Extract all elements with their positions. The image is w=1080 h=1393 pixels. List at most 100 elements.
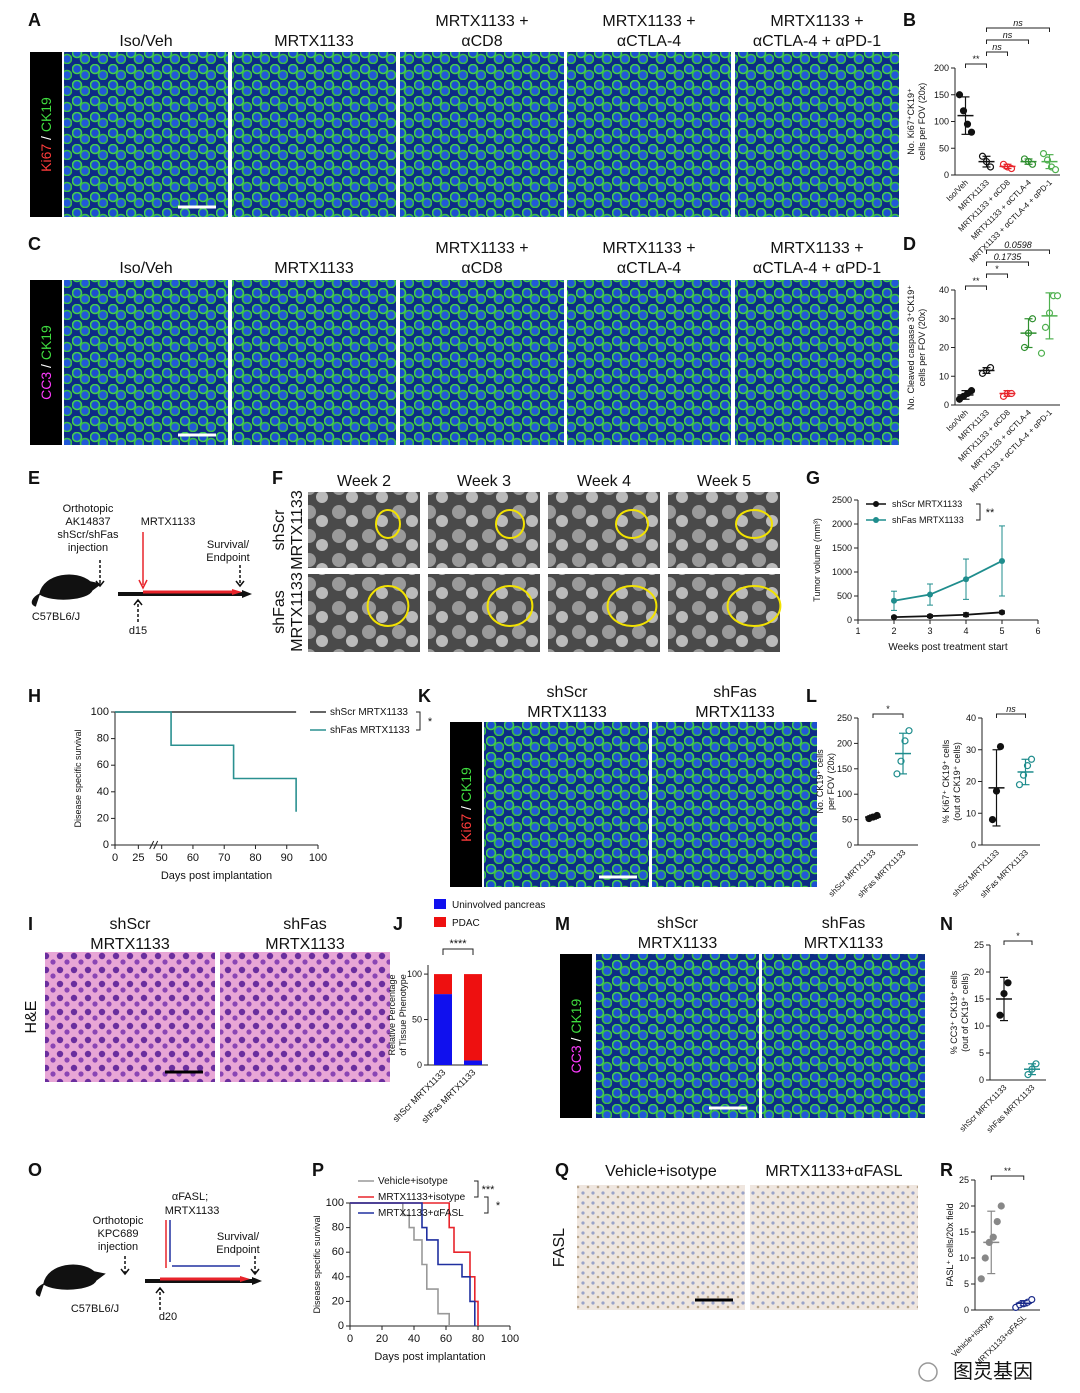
- column-header: MRTX1133: [274, 33, 354, 50]
- stain-label: FASL: [551, 1228, 568, 1267]
- micrograph: [750, 1185, 918, 1310]
- label: KPC689: [98, 1228, 139, 1240]
- y-axis-label: (out of CK19⁺ cells): [960, 973, 970, 1052]
- significance-label: *: [428, 716, 433, 728]
- legend-label: PDAC: [452, 918, 480, 929]
- micrograph: [232, 280, 396, 445]
- panel-letter: E: [28, 468, 40, 488]
- survival-curve: [115, 711, 297, 812]
- column-header: MRTX1133+αFASL: [765, 1163, 902, 1180]
- data-point: [999, 609, 1005, 616]
- column-header: MRTX1133: [638, 935, 718, 952]
- label: C57BL6/J: [32, 611, 80, 623]
- y-axis-label: FASL⁺ cells/20x field: [945, 1203, 955, 1286]
- y-tick-label: 40: [97, 786, 109, 798]
- stain-part: Ki67: [458, 814, 474, 842]
- stain-bar: [560, 954, 592, 1118]
- y-tick-label: 100: [91, 706, 109, 718]
- micrograph: [45, 952, 215, 1082]
- data-point: [905, 727, 913, 735]
- panel-letter: M: [555, 914, 570, 934]
- significance-bracket: [986, 273, 1008, 278]
- y-tick-label: 40: [966, 713, 976, 723]
- panel-letter: N: [940, 914, 953, 934]
- row-label: MRTX1133: [289, 490, 306, 570]
- y-tick-label: 250: [837, 713, 852, 723]
- x-tick-label: 4: [963, 626, 968, 636]
- y-tick-label: 2000: [832, 519, 852, 529]
- label: d20: [159, 1311, 177, 1323]
- y-tick-label: 60: [97, 759, 109, 771]
- panel-letter: Q: [555, 1160, 569, 1180]
- y-tick-label: 20: [97, 812, 109, 824]
- label: injection: [68, 542, 108, 554]
- micrograph: [220, 952, 390, 1082]
- arrow-head: [235, 580, 245, 588]
- y-axis-label: per FOV (20x): [826, 753, 836, 810]
- y-axis-label: cells per FOV (20x): [917, 83, 927, 161]
- micrograph: [400, 280, 564, 445]
- tumor-outline: [606, 585, 658, 627]
- y-tick-label: 0: [417, 1060, 422, 1070]
- series-line: [893, 560, 1003, 602]
- micrograph: [232, 52, 396, 217]
- y-axis-label: No. Ki67⁺CK19⁺: [906, 88, 916, 155]
- tumor-outline: [495, 509, 525, 539]
- x-tick-label: 1: [855, 626, 860, 636]
- tumor-outline: [735, 509, 773, 539]
- y-tick-label: 100: [326, 1197, 344, 1209]
- y-tick-label: 20: [939, 343, 949, 353]
- significance-label: ns: [992, 42, 1002, 52]
- label: C57BL6/J: [71, 1303, 119, 1315]
- label: MRTX1133: [141, 516, 196, 528]
- legend-label: MRTX1133+isotype: [378, 1192, 466, 1203]
- y-tick-label: 10: [959, 1253, 969, 1263]
- significance-bracket: [986, 261, 1029, 266]
- data-point: [999, 557, 1005, 564]
- column-header: MRTX1133: [90, 936, 170, 953]
- row-label: shScr: [271, 509, 288, 551]
- y-tick-label: 0: [103, 839, 109, 851]
- data-point: [963, 611, 969, 618]
- x-tick-label: 0: [347, 1333, 353, 1345]
- label: Endpoint: [216, 1244, 259, 1256]
- arrow-head: [138, 579, 148, 590]
- significance-label: ns: [1013, 18, 1023, 28]
- stain-part: CK19: [568, 998, 584, 1033]
- data-point: [997, 1202, 1005, 1210]
- y-tick-label: 10: [939, 371, 949, 381]
- x-tick-label: 3: [927, 626, 932, 636]
- stain-label: Ki67 / CK19: [458, 767, 474, 842]
- data-point: [981, 1254, 989, 1262]
- stain-label: H&E: [23, 1001, 40, 1034]
- x-tick-label: shScr MRTX1133: [391, 1067, 448, 1124]
- panel-letter: O: [28, 1160, 42, 1180]
- micrograph: [400, 52, 564, 217]
- y-tick-label: 50: [842, 815, 852, 825]
- significance-label: ns: [1003, 30, 1013, 40]
- x-axis-label: Days post implantation: [161, 870, 272, 882]
- y-tick-label: 5: [979, 1048, 984, 1058]
- y-tick-label: 0: [338, 1320, 344, 1332]
- y-tick-label: 100: [837, 789, 852, 799]
- arrow-head: [250, 1268, 260, 1276]
- label: Endpoint: [206, 552, 249, 564]
- watermark: 图灵基因: [953, 1360, 1033, 1383]
- micrograph: [64, 280, 228, 445]
- panel-letter: A: [28, 10, 41, 30]
- micrograph: [308, 574, 420, 652]
- stain-part: CC3: [38, 372, 54, 400]
- column-header: MRTX1133 +: [435, 13, 528, 30]
- significance-bracket: [872, 713, 904, 718]
- significance-label: ns: [1006, 704, 1016, 714]
- y-tick-label: 150: [837, 764, 852, 774]
- micrograph: [428, 492, 540, 568]
- x-axis-label: Days post implantation: [374, 1351, 485, 1363]
- watermark-icon: [918, 1362, 938, 1382]
- data-point: [1037, 349, 1046, 357]
- data-point: [891, 597, 897, 604]
- legend-label: shScr MRTX1133: [892, 499, 962, 509]
- label: Orthotopic: [63, 503, 114, 515]
- label: injection: [98, 1241, 138, 1253]
- significance-label: ****: [449, 938, 467, 950]
